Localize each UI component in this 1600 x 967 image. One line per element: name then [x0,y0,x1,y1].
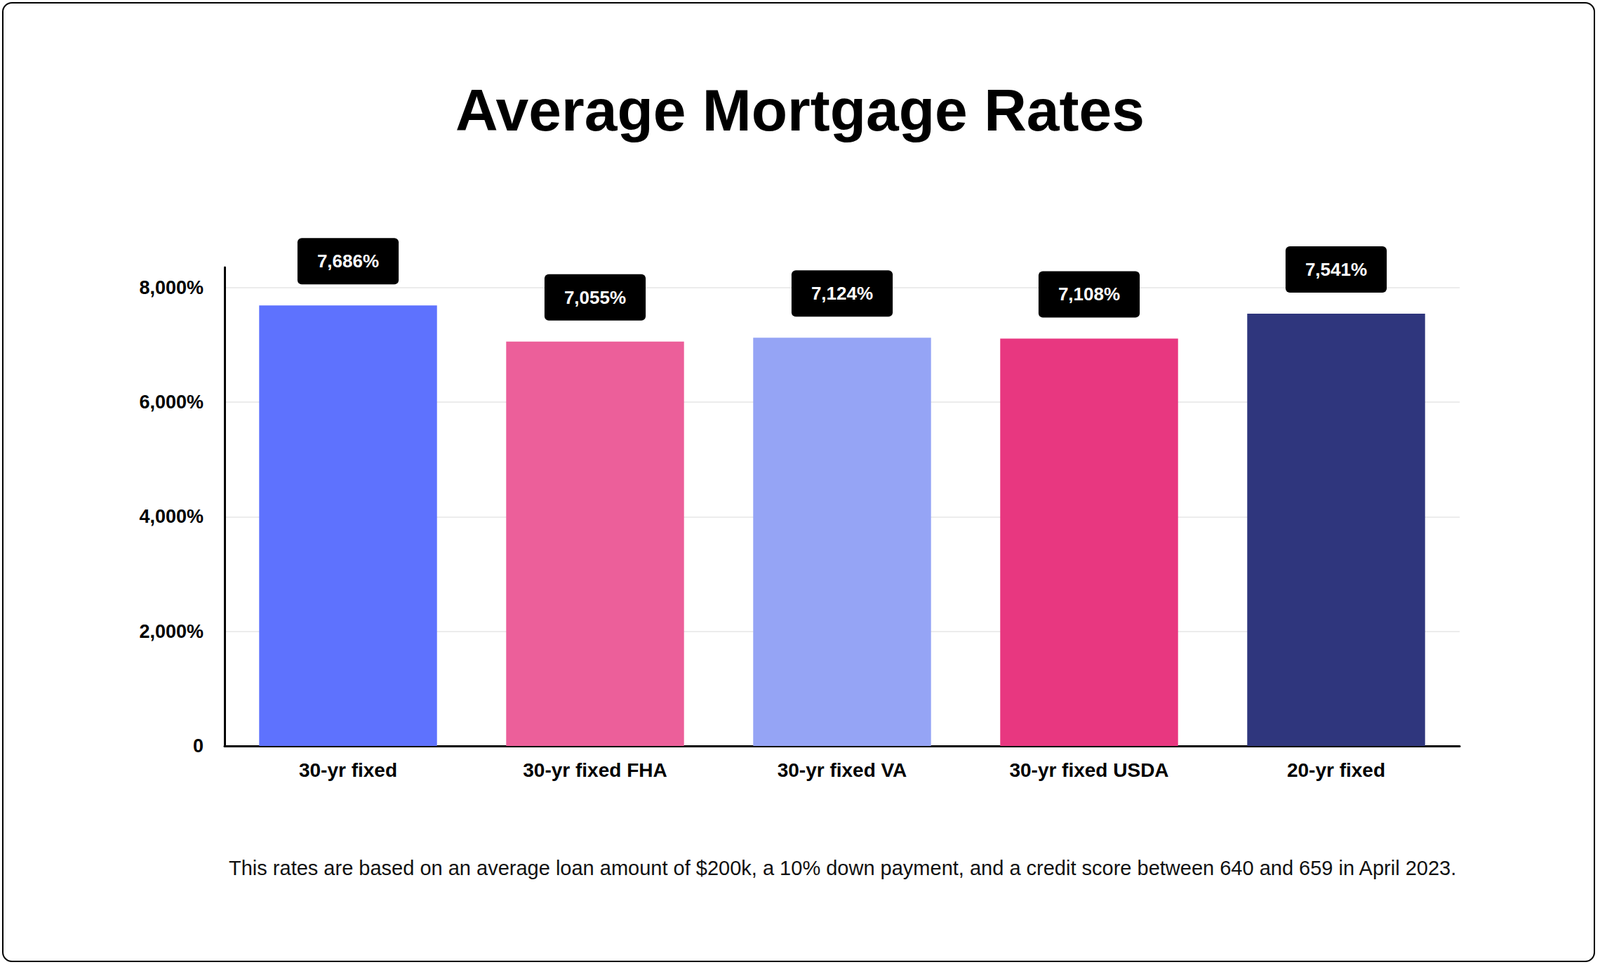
svg-text:30-yr fixed FHA: 30-yr fixed FHA [522,759,667,782]
svg-text:7,124%: 7,124% [811,282,873,304]
svg-text:8,000%: 8,000% [138,277,204,299]
svg-text:7,055%: 7,055% [564,287,626,309]
svg-text:20-yr fixed: 20-yr fixed [1287,759,1386,782]
svg-text:Average Mortgage Rates: Average Mortgage Rates [455,77,1145,144]
svg-text:0: 0 [192,735,204,757]
svg-text:4,000%: 4,000% [138,505,204,528]
svg-text:30-yr fixed: 30-yr fixed [298,759,398,782]
svg-text:30-yr fixed USDA: 30-yr fixed USDA [1009,759,1169,782]
svg-text:This rates are based on an ave: This rates are based on an average loan … [228,856,1457,880]
svg-text:7,108%: 7,108% [1058,283,1120,305]
svg-text:7,541%: 7,541% [1305,258,1368,280]
svg-text:30-yr fixed VA: 30-yr fixed VA [777,759,908,782]
svg-text:2,000%: 2,000% [138,621,204,643]
svg-text:7,686%: 7,686% [317,250,379,272]
svg-text:6,000%: 6,000% [138,391,204,413]
